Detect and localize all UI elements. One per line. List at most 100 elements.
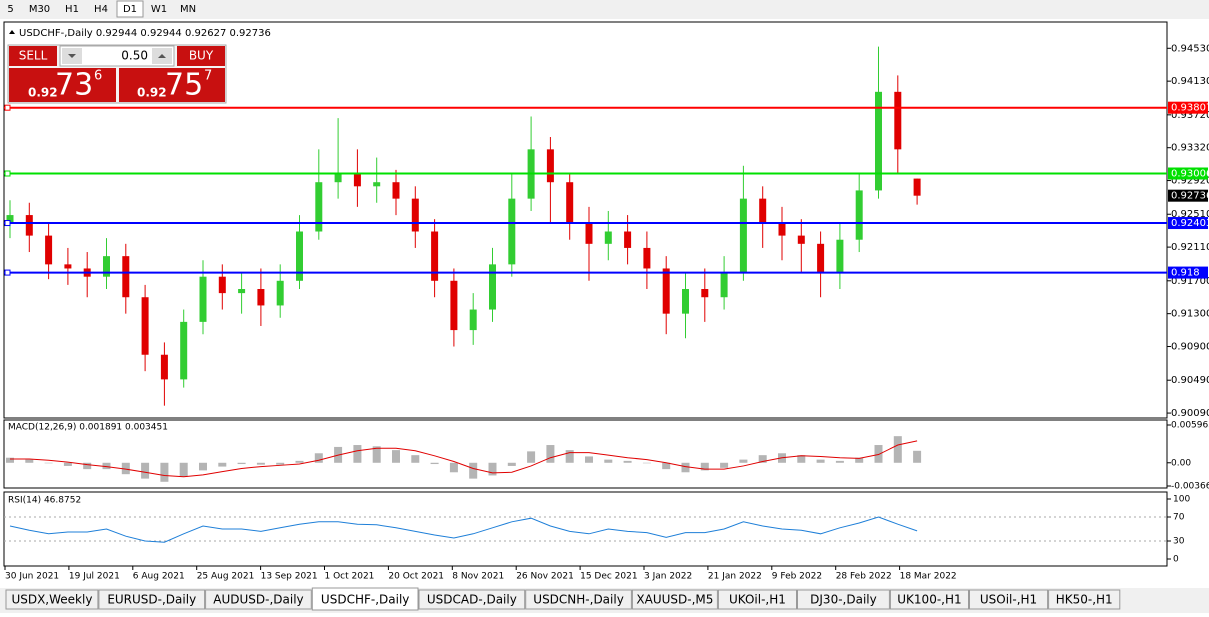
rsi-tick-label: 100 xyxy=(1173,495,1190,505)
sell-price-box[interactable] xyxy=(9,68,116,102)
candle-body xyxy=(701,289,709,298)
level-label-bg xyxy=(1168,167,1208,180)
candle-body xyxy=(585,223,593,244)
tab[interactable] xyxy=(631,589,718,610)
tab-label[interactable]: AUDUSD-,Daily xyxy=(213,593,303,607)
tab[interactable] xyxy=(889,589,970,610)
lot-value[interactable]: 0.50 xyxy=(121,49,148,63)
candle-body xyxy=(45,235,53,265)
tab[interactable] xyxy=(969,589,1049,610)
candle-body xyxy=(103,256,110,277)
timeframe-button[interactable]: H4 xyxy=(94,4,108,15)
level-handle[interactable] xyxy=(4,269,11,276)
macd-tick-label: -0.003664 xyxy=(1171,481,1209,491)
candle-body xyxy=(566,182,574,224)
timeframe-button[interactable]: M30 xyxy=(29,4,50,15)
sell-button[interactable] xyxy=(9,46,57,66)
macd-bar xyxy=(179,462,188,477)
macd-bar xyxy=(527,451,536,463)
candle-body xyxy=(546,149,554,183)
level-label-bg xyxy=(1168,101,1208,114)
tab-label[interactable]: DJ30-,Daily xyxy=(810,593,877,607)
tab[interactable] xyxy=(525,589,632,610)
y-tick-label: 0.92920 xyxy=(1171,176,1209,187)
tab[interactable] xyxy=(717,589,798,610)
macd-bar xyxy=(411,455,420,463)
buy-label[interactable]: BUY xyxy=(189,49,214,63)
candle-body xyxy=(662,268,670,314)
candle-body xyxy=(720,272,728,298)
y-tick-label: 0.91300 xyxy=(1171,309,1209,320)
tab-label[interactable]: USOil-,H1 xyxy=(980,593,1037,607)
level-handle[interactable] xyxy=(4,170,11,177)
rsi-tick-label: 70 xyxy=(1173,513,1185,523)
sell-label[interactable]: SELL xyxy=(19,49,48,63)
candle-body xyxy=(797,235,805,244)
tab-label[interactable]: USDX,Weekly xyxy=(11,593,92,607)
collapse-icon[interactable] xyxy=(9,30,15,34)
macd-bar xyxy=(546,445,555,463)
candle-body xyxy=(238,289,246,294)
chart-title: USDCHF-,Daily 0.92944 0.92944 0.92627 0.… xyxy=(19,28,271,39)
tab-label[interactable]: USDCHF-,Daily xyxy=(321,593,409,607)
tab-label[interactable]: XAUUSD-,M5 xyxy=(636,593,713,607)
tab[interactable] xyxy=(418,589,526,610)
timeframe-button[interactable]: D1 xyxy=(123,4,137,15)
tab-label[interactable]: EURUSD-,Daily xyxy=(107,593,196,607)
macd-bar xyxy=(913,450,922,463)
timeframe-button[interactable]: H1 xyxy=(65,4,79,15)
tab[interactable] xyxy=(98,589,206,610)
tab[interactable] xyxy=(797,589,890,610)
rsi-tick-label: 0 xyxy=(1173,555,1179,565)
date-label: 18 Mar 2022 xyxy=(900,572,957,582)
y-tick-label: 0.92510 xyxy=(1171,209,1209,220)
timeframe-button[interactable]: 5 xyxy=(7,4,13,15)
tab-label[interactable]: UK100-,H1 xyxy=(897,593,961,607)
candle-body xyxy=(894,91,902,150)
macd-bar xyxy=(430,462,439,465)
level-label: 0.92403 xyxy=(1171,218,1209,229)
candle-body xyxy=(604,231,612,244)
macd-bar xyxy=(63,462,72,466)
macd-bar xyxy=(256,462,265,465)
date-label: 26 Nov 2021 xyxy=(516,572,574,582)
tab-label[interactable]: HK50-,H1 xyxy=(1056,593,1113,607)
macd-bar xyxy=(565,450,574,463)
y-tick-label: 0.92110 xyxy=(1171,242,1209,253)
candle-body xyxy=(778,223,786,236)
macd-bar xyxy=(449,462,458,473)
tab[interactable] xyxy=(205,589,312,610)
candle-body xyxy=(25,215,33,236)
tab-label[interactable]: USDCAD-,Daily xyxy=(427,593,517,607)
candle-body xyxy=(64,264,72,269)
y-tick-label: 0.93720 xyxy=(1171,110,1209,121)
date-label: 3 Jan 2022 xyxy=(644,572,692,582)
current-price-bg xyxy=(1168,189,1208,202)
lot-input[interactable] xyxy=(59,45,175,67)
tab-label[interactable]: UKOil-,H1 xyxy=(729,593,786,607)
level-handle[interactable] xyxy=(4,220,11,227)
macd-bar xyxy=(585,456,593,463)
macd-bar xyxy=(662,462,671,470)
level-handle[interactable] xyxy=(4,104,11,111)
candle-body xyxy=(122,256,130,298)
candle-body xyxy=(411,198,419,232)
macd-bar xyxy=(276,462,285,465)
candle-body xyxy=(373,182,381,187)
macd-bar xyxy=(681,462,690,473)
timeframe-button[interactable]: W1 xyxy=(151,4,167,15)
macd-bar xyxy=(372,446,381,463)
tab[interactable] xyxy=(1048,589,1121,610)
tab-active[interactable] xyxy=(311,587,419,611)
buy-button[interactable] xyxy=(177,46,225,66)
candle-body xyxy=(489,264,496,310)
date-label: 30 Jun 2021 xyxy=(5,572,59,582)
y-tick-label: 0.91700 xyxy=(1171,276,1209,287)
macd-bar xyxy=(237,462,246,465)
tab-label[interactable]: USDCNH-,Daily xyxy=(533,593,624,607)
macd-bar xyxy=(121,462,130,475)
buy-price-box[interactable] xyxy=(119,68,225,102)
timeframe-button[interactable]: MN xyxy=(180,4,196,15)
tab[interactable] xyxy=(5,589,99,610)
macd-bar xyxy=(6,457,14,463)
